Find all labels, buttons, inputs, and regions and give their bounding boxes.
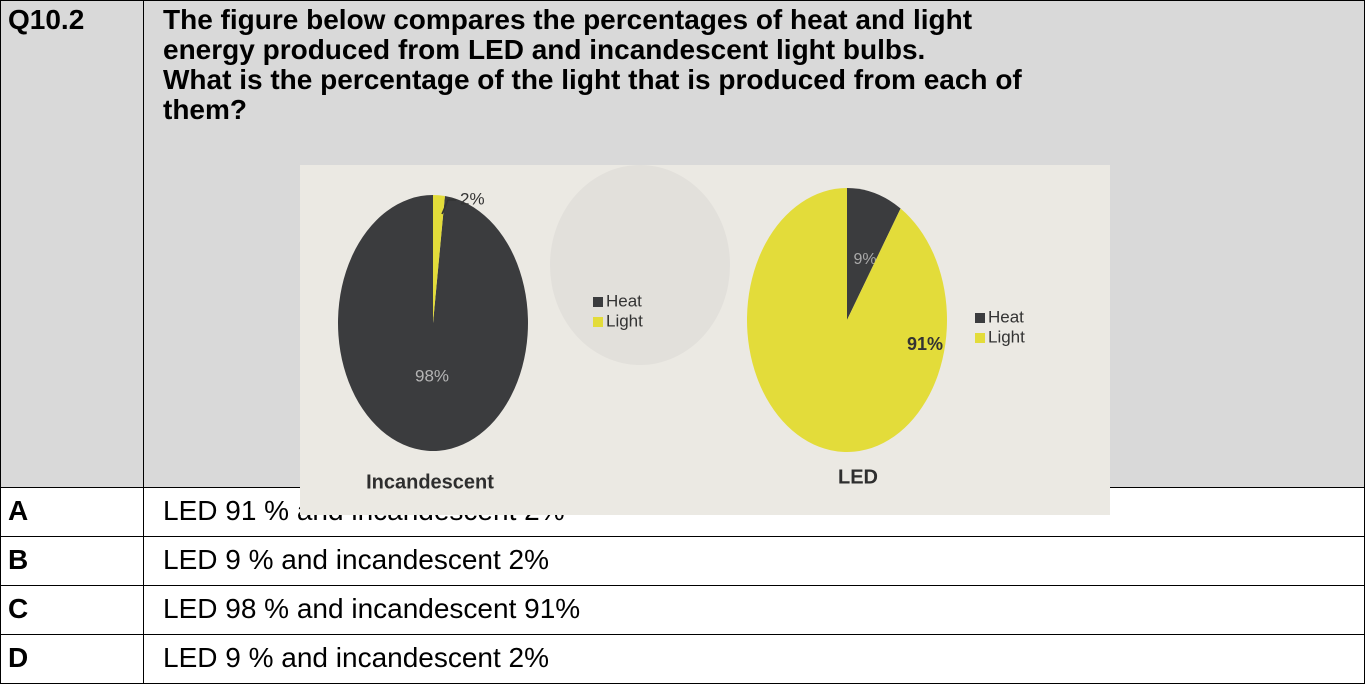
option-letter: C (8, 593, 29, 624)
chart-title: LED (838, 466, 878, 488)
legend-swatch (593, 317, 603, 327)
legend-swatch (593, 297, 603, 307)
option-text: LED 9 % and incandescent 2% (163, 544, 550, 575)
data-label: 2% (460, 189, 485, 208)
legend-label: Light (988, 327, 1025, 346)
legend-swatch (975, 333, 985, 343)
question-text: them? (163, 94, 247, 125)
option-text: LED 9 % and incandescent 2% (163, 642, 550, 673)
chart-title: Incandescent (366, 471, 494, 493)
legend-label: Light (606, 311, 643, 330)
option-text: LED 98 % and incandescent 91% (163, 593, 581, 624)
pie-slice (433, 195, 445, 323)
pie-slice (847, 188, 901, 320)
option-letter: D (8, 642, 29, 673)
legend-label: Heat (988, 307, 1024, 326)
data-label: 9% (853, 251, 876, 268)
question-text: energy produced from LED and incandescen… (163, 34, 926, 65)
question-number: Q10.2 (8, 4, 85, 35)
legend-swatch (975, 313, 985, 323)
data-label: 91% (907, 334, 943, 354)
option-letter: A (8, 495, 29, 526)
data-label: 98% (415, 366, 449, 385)
faded-print (550, 165, 730, 365)
pie-slice (747, 188, 947, 452)
question-text: The figure below compares the percentage… (163, 4, 973, 35)
legend-label: Heat (606, 291, 642, 310)
figure-photo: 98%2%HeatLightIncandescent9%91%HeatLight… (300, 165, 1110, 515)
option-letter: B (8, 544, 29, 575)
number-cell (0, 0, 144, 488)
leader-line (441, 199, 456, 215)
question-text: What is the percentage of the light that… (163, 64, 1022, 95)
